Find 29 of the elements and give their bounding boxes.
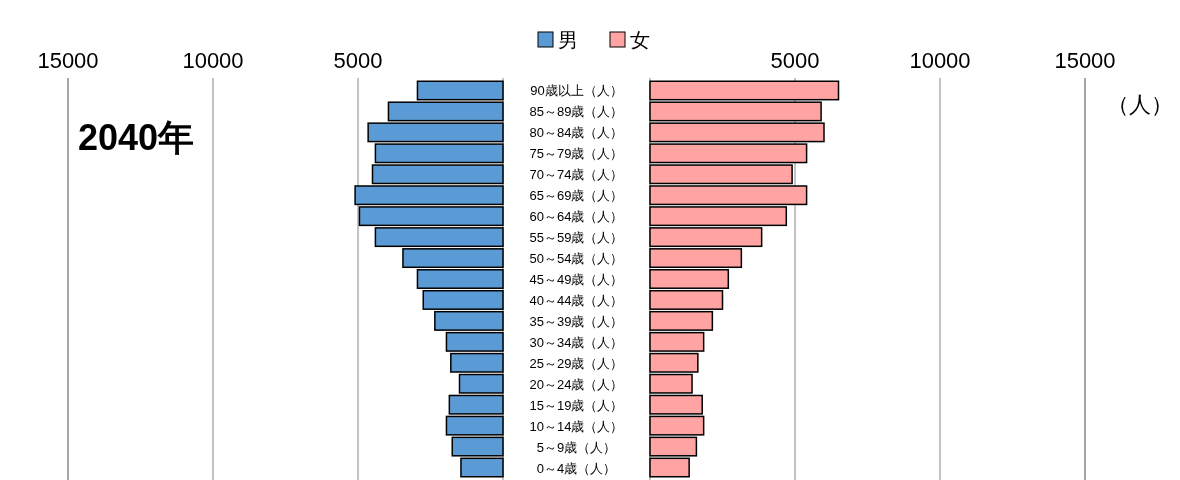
x-tick-label: 5000 bbox=[333, 48, 383, 73]
y-tick-label: 55～59歳（人） bbox=[529, 230, 624, 246]
legend-label: 男 bbox=[558, 29, 578, 51]
y-tick-label: 10～14歳（人） bbox=[529, 418, 624, 434]
y-tick-label: 40～44歳（人） bbox=[529, 292, 624, 308]
x-tick-label: 10000 bbox=[909, 48, 971, 73]
text: 2040年 bbox=[78, 117, 195, 158]
legend-label: 女 bbox=[630, 29, 650, 51]
y-tick-label: 0～4歳（人） bbox=[536, 460, 617, 476]
y-tick-label: 30～34歳（人） bbox=[529, 334, 624, 350]
y-tick-label: 90歳以上（人） bbox=[530, 83, 623, 99]
y-tick-label: 50～54歳（人） bbox=[529, 251, 624, 267]
x-tick-label: 5000 bbox=[770, 48, 820, 73]
y-tick-label: 25～29歳（人） bbox=[529, 355, 624, 371]
y-tick-label: 5～9歳（人） bbox=[536, 439, 617, 455]
y-tick-label: 70～74歳（人） bbox=[529, 167, 624, 183]
x-tick-label: 15000 bbox=[37, 48, 99, 73]
y-tick-label: 15～19歳（人） bbox=[529, 397, 624, 413]
x-tick-label: 15000 bbox=[1054, 48, 1116, 73]
y-tick-label: 75～79歳（人） bbox=[529, 146, 624, 162]
y-tick-label: 80～84歳（人） bbox=[529, 125, 624, 141]
y-tick-label: 20～24歳（人） bbox=[529, 376, 624, 392]
y-tick-label: 35～39歳（人） bbox=[529, 313, 624, 329]
y-tick-label: 85～89歳（人） bbox=[529, 104, 624, 120]
x-tick-label: 10000 bbox=[182, 48, 244, 73]
y-tick-label: 65～69歳（人） bbox=[529, 188, 624, 204]
y-tick-label: 45～49歳（人） bbox=[529, 272, 624, 287]
y-tick-label: 60～64歳（人） bbox=[529, 209, 624, 225]
x-axis-title: （人） bbox=[1107, 92, 1173, 117]
